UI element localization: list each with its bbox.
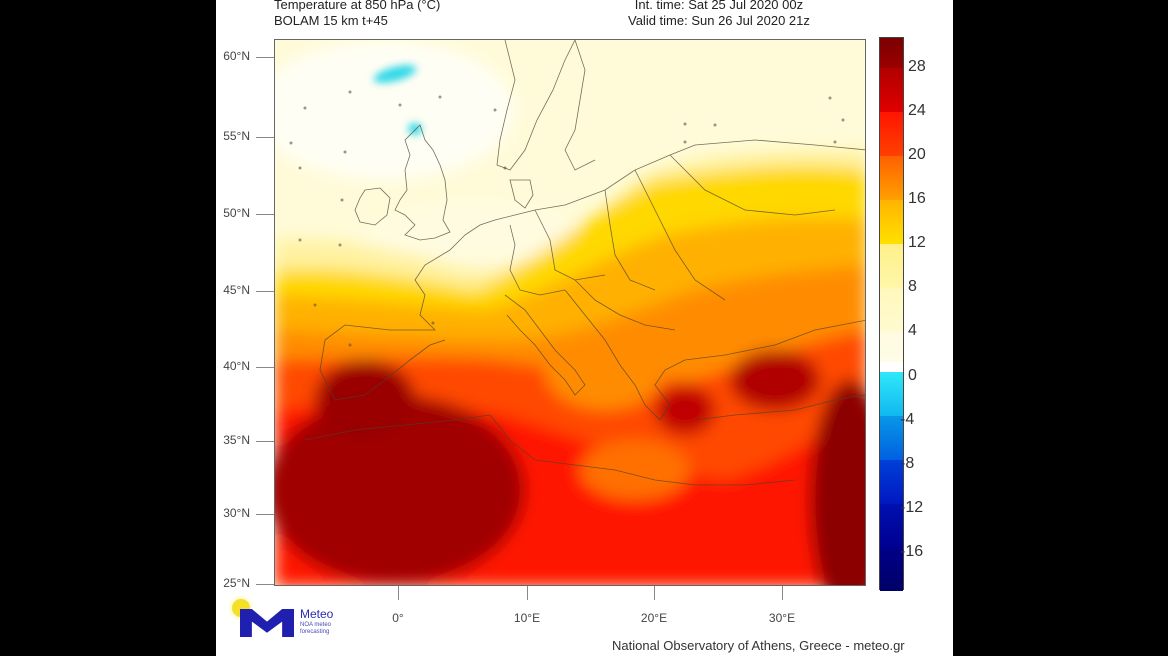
temperature-field	[275, 40, 865, 585]
cbar-seg	[880, 244, 903, 288]
logo-name: Meteo	[300, 607, 334, 621]
lat-tick	[256, 214, 274, 215]
cbar-label: -16	[900, 543, 924, 560]
cbar-seg	[880, 288, 903, 332]
cbar-label: 8	[908, 278, 917, 295]
lon-label-10e: 10°E	[513, 611, 541, 625]
init-time: Int. time: Sat 25 Jul 2020 00z	[634, 0, 804, 12]
forecast-frame: Temperature at 850 hPa (°C) BOLAM 15 km …	[216, 0, 953, 656]
m-logo-icon	[240, 609, 294, 637]
cbar-seg	[880, 332, 903, 362]
cbar-label: 20	[908, 146, 926, 163]
cbar-seg	[880, 68, 903, 112]
lat-tick	[256, 291, 274, 292]
lon-tick	[654, 586, 655, 600]
cbar-seg	[880, 372, 903, 416]
lat-label-50: 50°N	[223, 206, 250, 220]
cbar-label: 24	[908, 102, 926, 119]
title-model: BOLAM 15 km t+45	[274, 13, 388, 28]
cbar-seg	[880, 38, 903, 68]
lat-tick	[256, 514, 274, 515]
lat-tick	[256, 137, 274, 138]
chart-title: Temperature at 850 hPa (°C) BOLAM 15 km …	[274, 0, 440, 29]
title-variable: Temperature at 850 hPa (°C)	[274, 0, 441, 12]
lon-label-30e: 30°E	[768, 611, 796, 625]
cbar-label: 4	[908, 322, 917, 339]
cbar-label: -4	[900, 411, 915, 428]
lat-label-60: 60°N	[223, 49, 250, 63]
cbar-seg	[880, 504, 903, 548]
temperature-map[interactable]	[274, 39, 866, 586]
lon-label-0: 0°	[392, 611, 404, 625]
time-info: Int. time: Sat 25 Jul 2020 00z Valid tim…	[628, 0, 810, 29]
lon-tick	[398, 586, 399, 600]
lat-tick	[256, 441, 274, 442]
lat-label-45: 45°N	[223, 283, 250, 297]
cbar-seg	[880, 200, 903, 244]
meteo-logo[interactable]: Meteo NOA meteo forecasting	[230, 597, 350, 641]
lon-label-20e: 20°E	[640, 611, 668, 625]
lat-tick	[256, 584, 274, 585]
cbar-label: 28	[908, 58, 926, 75]
cbar-label: 0	[908, 367, 917, 384]
lat-label-55: 55°N	[223, 129, 250, 143]
cbar-seg	[880, 548, 903, 591]
colorbar	[879, 37, 904, 591]
lat-tick	[256, 57, 274, 58]
valid-time: Valid time: Sun 26 Jul 2020 21z	[628, 13, 810, 28]
lat-label-30: 30°N	[223, 506, 250, 520]
cbar-label: -8	[900, 455, 915, 472]
lat-label-40: 40°N	[223, 359, 250, 373]
lat-label-25: 25°N	[223, 576, 250, 590]
lon-tick	[782, 586, 783, 600]
cbar-label: 16	[908, 190, 926, 207]
credit-footer: National Observatory of Athens, Greece -…	[612, 638, 905, 653]
logo-subtitle: NOA meteo forecasting	[300, 622, 332, 635]
lon-tick	[527, 586, 528, 600]
cbar-seg	[880, 460, 903, 504]
cbar-seg	[880, 362, 903, 372]
cbar-seg	[880, 416, 903, 460]
cbar-seg	[880, 112, 903, 156]
cbar-label: 12	[908, 234, 926, 251]
lat-tick	[256, 367, 274, 368]
cbar-seg	[880, 156, 903, 200]
lat-label-35: 35°N	[223, 433, 250, 447]
cbar-label: -12	[900, 499, 924, 516]
